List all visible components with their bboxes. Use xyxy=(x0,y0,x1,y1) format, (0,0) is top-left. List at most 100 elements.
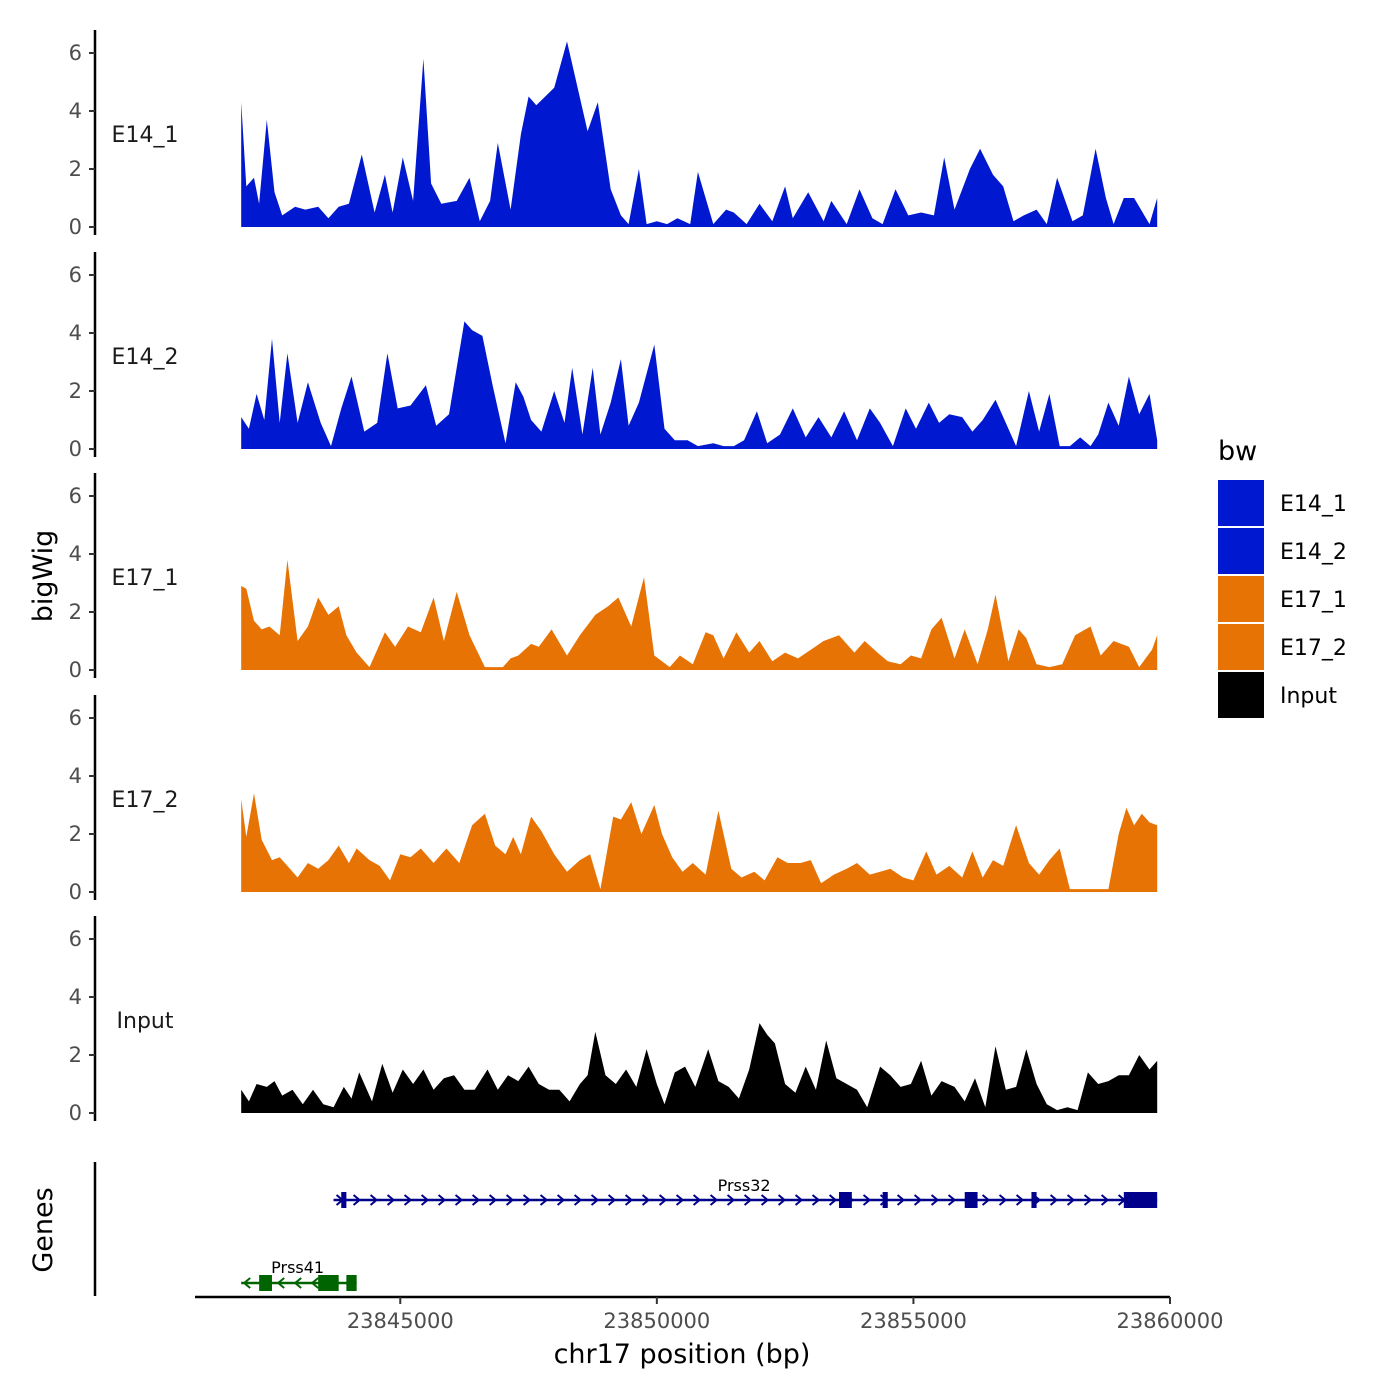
gene-label: Prss32 xyxy=(718,1176,771,1195)
y-tick-label: 2 xyxy=(69,822,82,846)
exon xyxy=(318,1275,339,1291)
strand-arrow xyxy=(573,1194,583,1206)
strand-arrow xyxy=(692,1194,702,1206)
signal-area-e17-2 xyxy=(241,793,1158,892)
exon xyxy=(1031,1192,1037,1208)
y-tick-label: 4 xyxy=(69,542,82,566)
y-tick-label: 2 xyxy=(69,600,82,624)
strand-arrow xyxy=(1015,1194,1025,1206)
strand-arrow xyxy=(930,1194,940,1206)
x-tick-label: 23850000 xyxy=(603,1309,710,1333)
y-tick-label: 4 xyxy=(69,99,82,123)
legend-label: E17_2 xyxy=(1280,636,1347,661)
strand-arrow xyxy=(607,1194,617,1206)
exon xyxy=(964,1192,978,1208)
genes-panel-title: Genes xyxy=(28,1187,59,1272)
strand-arrow xyxy=(488,1194,498,1206)
strand-arrow xyxy=(556,1194,566,1206)
exon xyxy=(346,1275,357,1291)
strand-arrow xyxy=(981,1194,991,1206)
strand-arrow xyxy=(293,1277,302,1289)
y-tick-label: 0 xyxy=(69,658,82,682)
legend-swatch xyxy=(1218,576,1264,622)
legend-item-e14-2: E14_2 xyxy=(1218,528,1347,574)
strand-arrow xyxy=(522,1194,532,1206)
strand-arrow xyxy=(276,1277,285,1289)
strand-arrow xyxy=(998,1194,1008,1206)
signal-area-e14-1 xyxy=(241,41,1158,228)
strand-arrow xyxy=(896,1194,906,1206)
legend-label: E14_1 xyxy=(1280,492,1347,517)
strand-arrow xyxy=(386,1194,396,1206)
strand-arrow xyxy=(777,1194,787,1206)
strand-arrow xyxy=(709,1194,719,1206)
strand-arrow xyxy=(437,1194,447,1206)
legend-swatch xyxy=(1218,528,1264,574)
strand-arrow xyxy=(862,1194,872,1206)
strand-arrow xyxy=(352,1194,362,1206)
strand-arrow xyxy=(369,1194,379,1206)
legend-swatch xyxy=(1218,624,1264,670)
strand-arrow xyxy=(743,1194,753,1206)
strand-arrow xyxy=(454,1194,464,1206)
x-axis-title: chr17 position (bp) xyxy=(554,1339,811,1370)
strand-arrow xyxy=(1049,1194,1059,1206)
strand-arrow xyxy=(811,1194,821,1206)
strand-arrow xyxy=(310,1277,319,1289)
legend-item-e17-2: E17_2 xyxy=(1218,624,1347,670)
strand-arrow xyxy=(471,1194,481,1206)
signal-area-input xyxy=(241,1023,1158,1113)
legend-label: E17_1 xyxy=(1280,588,1347,613)
strand-arrow xyxy=(242,1277,251,1289)
exon xyxy=(1123,1192,1158,1208)
y-tick-label: 0 xyxy=(69,215,82,239)
legend-item-input: Input xyxy=(1218,672,1337,718)
track-label: E17_2 xyxy=(112,788,179,813)
strand-arrow xyxy=(1066,1194,1076,1206)
y-tick-label: 6 xyxy=(69,41,82,65)
strand-arrow xyxy=(590,1194,600,1206)
strand-arrow xyxy=(1100,1194,1110,1206)
exon xyxy=(259,1275,272,1291)
track-e17-2: 0 2 4 6 E17_2 xyxy=(69,695,1158,904)
legend-swatch xyxy=(1218,672,1264,718)
strand-arrow xyxy=(403,1194,413,1206)
y-tick-label: 0 xyxy=(69,437,82,461)
signal-area-e17-1 xyxy=(241,559,1158,670)
track-label: Input xyxy=(117,1009,174,1034)
y-tick-label: 2 xyxy=(69,379,82,403)
x-tick-label: 23860000 xyxy=(1117,1309,1224,1333)
legend-swatch xyxy=(1218,480,1264,526)
x-axis: 23845000 23850000 23855000 23860000 xyxy=(195,1295,1224,1333)
legend-label: E14_2 xyxy=(1280,540,1347,565)
strand-arrow xyxy=(947,1194,957,1206)
gene-prss32: Prss32 xyxy=(333,1176,1158,1208)
track-label: E14_1 xyxy=(112,123,179,148)
gene-label: Prss41 xyxy=(271,1258,324,1277)
track-e14-2: 0 2 4 6 E14_2 xyxy=(69,252,1158,461)
y-tick-label: 6 xyxy=(69,927,82,951)
y-tick-label: 2 xyxy=(69,157,82,181)
strand-arrow xyxy=(760,1194,770,1206)
exon xyxy=(839,1192,852,1208)
x-tick-label: 23855000 xyxy=(860,1309,967,1333)
x-tick-label: 23845000 xyxy=(347,1309,454,1333)
exon xyxy=(882,1192,888,1208)
strand-arrow xyxy=(641,1194,651,1206)
track-label: E14_2 xyxy=(112,345,179,370)
legend: bw E14_1 E14_2 E17_1 E17_2 Input xyxy=(1218,436,1347,718)
strand-arrow xyxy=(505,1194,515,1206)
y-tick-label: 4 xyxy=(69,321,82,345)
legend-label: Input xyxy=(1280,684,1337,709)
strand-arrow xyxy=(624,1194,634,1206)
strand-arrow xyxy=(794,1194,804,1206)
signal-tracks: 0 2 4 6 E14_1 0 2 4 6 E14_2 0 2 4 6 E17_1 0 2 4 6 E17_2 0 2 4 6… xyxy=(69,30,1158,1125)
y-tick-label: 0 xyxy=(69,1101,82,1125)
strand-arrow xyxy=(420,1194,430,1206)
signal-area-e14-2 xyxy=(241,321,1158,449)
strand-arrow xyxy=(726,1194,736,1206)
strand-arrow xyxy=(1083,1194,1093,1206)
genes-panel: Prss32 Prss41 xyxy=(93,1162,1158,1296)
y-tick-label: 4 xyxy=(69,764,82,788)
